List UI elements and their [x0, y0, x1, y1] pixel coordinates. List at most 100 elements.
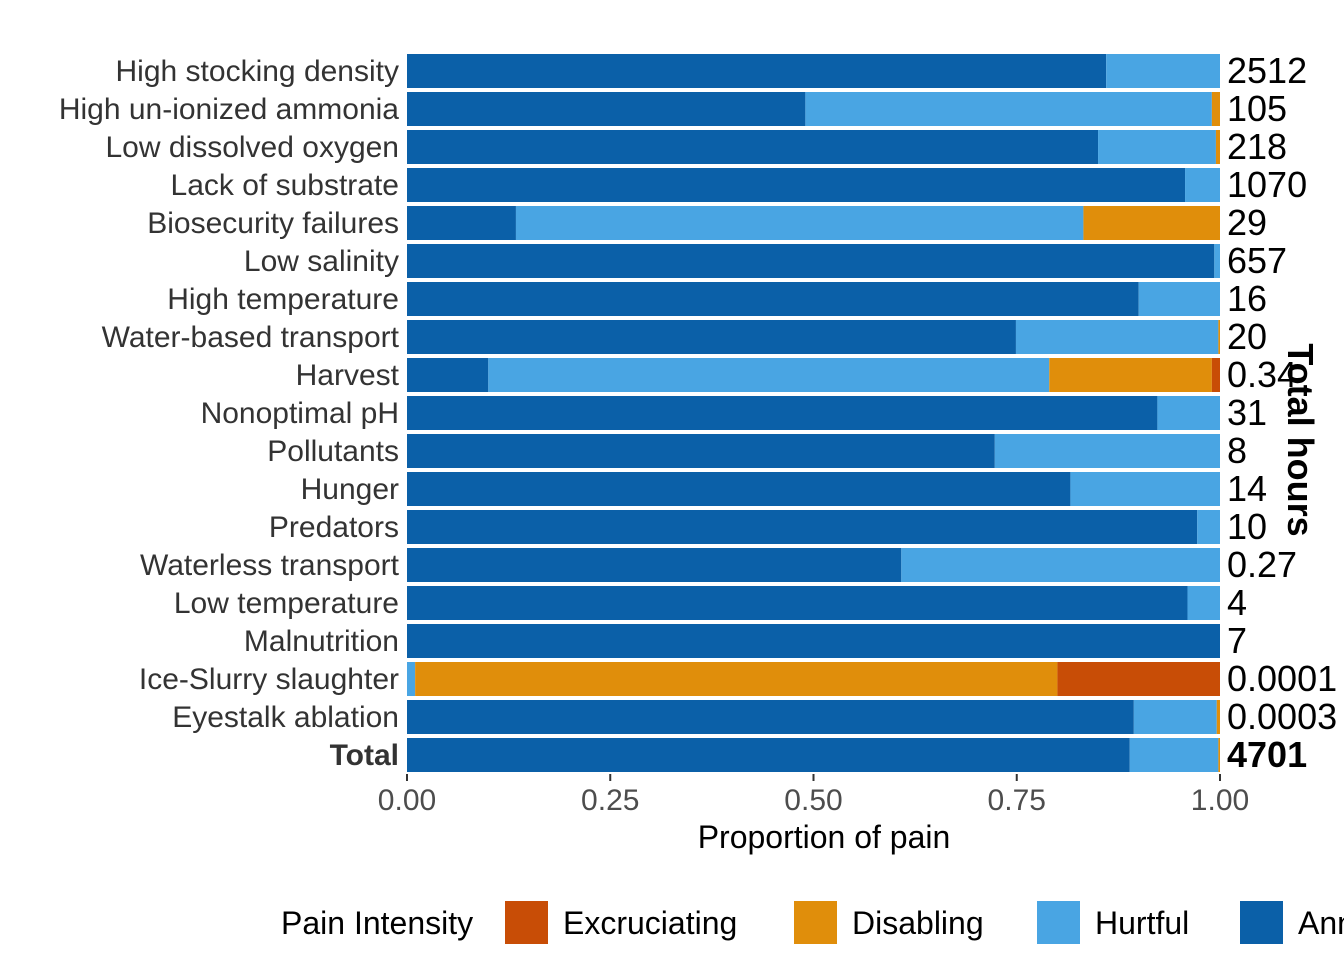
bar-segment-hurtful — [1197, 510, 1220, 544]
bar-segment-annoying — [407, 92, 806, 126]
bar-segment-annoying — [407, 282, 1139, 316]
bar-segment-annoying — [407, 738, 1130, 772]
category-label: High temperature — [167, 283, 399, 316]
total-hours-label: 4701 — [1227, 734, 1307, 775]
bar-segment-annoying — [407, 472, 1071, 506]
bar-segment-hurtful — [1015, 320, 1219, 354]
category-label: High stocking density — [116, 55, 399, 88]
legend-swatch-excruciating — [505, 901, 548, 944]
total-hours-label: 31 — [1227, 392, 1267, 433]
legend-label-disabling: Disabling — [852, 905, 984, 941]
category-label: Hunger — [301, 473, 399, 506]
bar-segment-hurtful — [1106, 54, 1220, 88]
category-label: Predators — [269, 511, 399, 544]
bar-segment-disabling — [1211, 92, 1220, 126]
bar-segment-disabling — [1218, 320, 1220, 354]
category-label: Nonoptimal pH — [201, 397, 399, 430]
bar-segment-annoying — [407, 358, 489, 392]
bar-segment-hurtful — [1133, 700, 1217, 734]
secondary-axis-title: Total hours — [1280, 343, 1321, 536]
bar-segment-hurtful — [1157, 396, 1220, 430]
x-tick-label: 0.50 — [784, 784, 842, 817]
bar-segment-annoying — [407, 434, 995, 468]
bar-segment-annoying — [407, 320, 1016, 354]
total-hours-label: 14 — [1227, 468, 1267, 509]
bar-segment-hurtful — [1129, 738, 1219, 772]
total-hours-label: 657 — [1227, 240, 1287, 281]
legend-swatch-annoying — [1240, 901, 1283, 944]
total-hours-label: 8 — [1227, 430, 1247, 471]
legend: Pain Intensity Excruciating Disabling Hurtf… — [281, 901, 1344, 944]
category-label: Total — [330, 739, 399, 772]
bars-group — [407, 54, 1220, 772]
bar-segment-hurtful — [488, 358, 1050, 392]
total-hours-label: 10 — [1227, 506, 1267, 547]
category-label: Low dissolved oxygen — [105, 131, 399, 164]
bar-segment-annoying — [407, 206, 516, 240]
bar-segment-hurtful — [1214, 244, 1220, 278]
category-label: Low temperature — [174, 587, 399, 620]
total-hours-label: 1070 — [1227, 164, 1307, 205]
total-hours-label: 16 — [1227, 278, 1267, 319]
category-label: Water-based transport — [102, 321, 400, 354]
legend-label-annoying: Ann — [1298, 905, 1344, 941]
bar-segment-annoying — [407, 244, 1215, 278]
total-hours-label: 0.27 — [1227, 544, 1297, 585]
legend-label-excruciating: Excruciating — [563, 905, 737, 941]
total-hours-label: 218 — [1227, 126, 1287, 167]
bar-segment-annoying — [407, 130, 1099, 164]
x-tick-label: 1.00 — [1191, 784, 1249, 817]
legend-swatch-disabling — [794, 901, 837, 944]
bar-segment-excruciating — [1211, 358, 1220, 392]
x-axis-title: Proportion of pain — [698, 819, 951, 855]
x-tick-label: 0.00 — [378, 784, 436, 817]
total-hours-label: 0.0003 — [1227, 696, 1337, 737]
category-label: Waterless transport — [140, 549, 400, 582]
legend-swatch-hurtful — [1037, 901, 1080, 944]
bar-segment-hurtful — [1187, 586, 1220, 620]
x-tick-label: 0.25 — [581, 784, 639, 817]
bar-segment-annoying — [407, 54, 1107, 88]
category-label: High un-ionized ammonia — [59, 93, 399, 126]
bar-segment-hurtful — [1098, 130, 1216, 164]
bar-segment-hurtful — [1070, 472, 1220, 506]
total-hours-label: 0.0001 — [1227, 658, 1337, 699]
bar-segment-hurtful — [805, 92, 1212, 126]
bar-segment-annoying — [407, 548, 902, 582]
x-tick-label: 0.75 — [988, 784, 1046, 817]
category-label: Lack of substrate — [171, 169, 399, 202]
total-hours-label: 7 — [1227, 620, 1247, 661]
bar-segment-hurtful — [1185, 168, 1220, 202]
total-hours-labels: 251210521810702965716200.3431814100.2747… — [1227, 50, 1337, 775]
bar-segment-disabling — [415, 662, 1058, 696]
bar-segment-annoying — [407, 700, 1134, 734]
total-hours-label: 20 — [1227, 316, 1267, 357]
category-label: Pollutants — [267, 435, 399, 468]
bar-segment-disabling — [1216, 700, 1220, 734]
bar-segment-disabling — [1083, 206, 1220, 240]
bar-segment-annoying — [407, 586, 1188, 620]
category-label: Harvest — [296, 359, 400, 392]
total-hours-label: 0.34 — [1227, 354, 1297, 395]
legend-title: Pain Intensity — [281, 905, 473, 941]
bar-segment-annoying — [407, 168, 1186, 202]
category-label: Eyestalk ablation — [172, 701, 399, 734]
category-label: Low salinity — [244, 245, 399, 278]
category-label: Biosecurity failures — [147, 207, 399, 240]
category-label: Malnutrition — [244, 625, 399, 658]
x-axis: 0.00 0.25 0.50 0.75 1.00 — [378, 774, 1249, 817]
bar-segment-hurtful — [1138, 282, 1220, 316]
total-hours-label: 4 — [1227, 582, 1247, 623]
bar-segment-annoying — [407, 510, 1198, 544]
total-hours-label: 29 — [1227, 202, 1267, 243]
bar-segment-annoying — [407, 396, 1158, 430]
bar-segment-hurtful — [407, 662, 416, 696]
total-hours-label: 105 — [1227, 88, 1287, 129]
bar-segment-hurtful — [994, 434, 1220, 468]
category-labels: High stocking density High un-ionized amm… — [59, 55, 400, 772]
bar-segment-excruciating — [1057, 662, 1220, 696]
bar-segment-disabling — [1218, 738, 1220, 772]
legend-label-hurtful: Hurtful — [1095, 905, 1189, 941]
bar-segment-hurtful — [901, 548, 1220, 582]
